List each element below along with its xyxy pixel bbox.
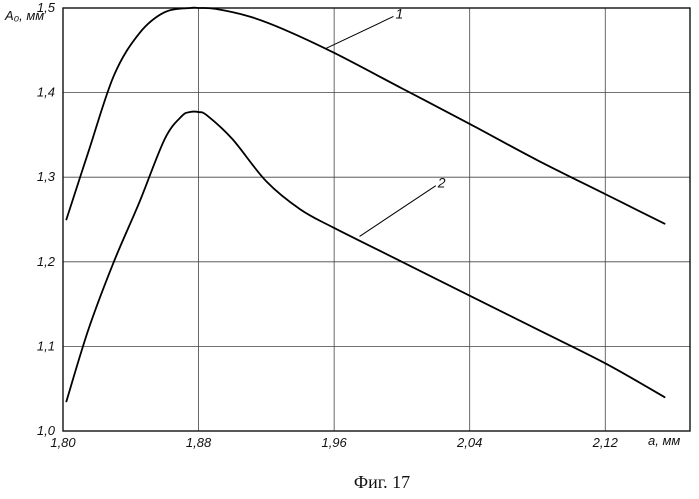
y-tick-label: 1,3 <box>37 169 56 184</box>
x-tick-label: 2,12 <box>592 435 619 450</box>
figure-caption: Фиг. 17 <box>354 472 410 492</box>
x-tick-label: 1,96 <box>321 435 347 450</box>
x-axis-label: a, мм <box>648 433 680 448</box>
x-tick-label: 1,88 <box>186 435 212 450</box>
curve-label: 2 <box>437 175 446 191</box>
x-tick-label: 2,04 <box>456 435 482 450</box>
y-tick-label: 1,2 <box>37 254 56 269</box>
y-tick-label: 1,1 <box>37 338 55 353</box>
curve-label: 1 <box>395 5 403 21</box>
y-tick-label: 1,0 <box>37 423 56 438</box>
y-tick-label: 1,4 <box>37 85 55 100</box>
y-axis-label: A₀, мм <box>4 8 44 23</box>
